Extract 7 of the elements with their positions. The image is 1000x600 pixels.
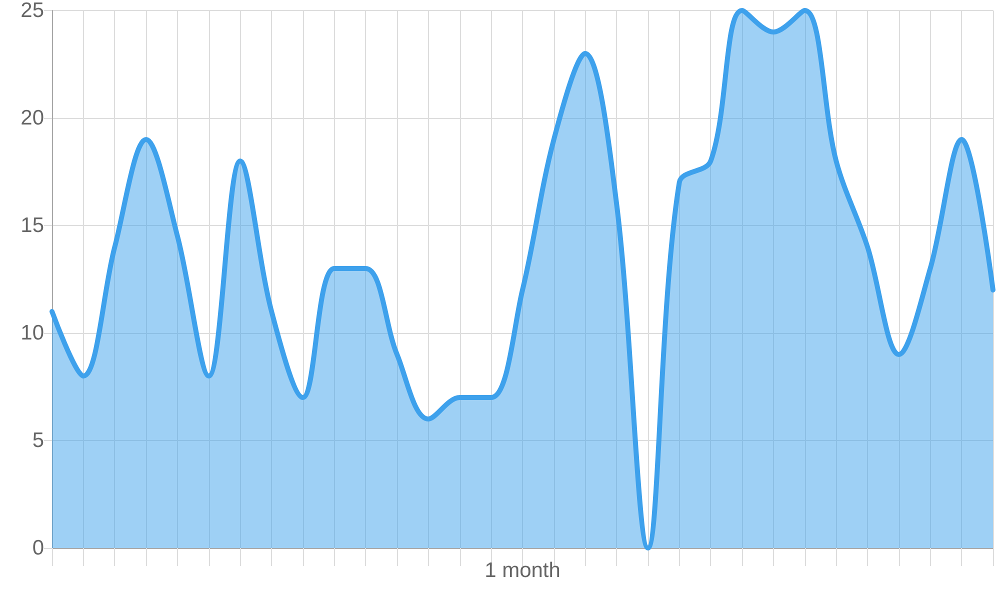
y-tick-label: 0 bbox=[32, 536, 44, 560]
y-tick-label: 25 bbox=[20, 0, 44, 22]
x-tick-label: 1 month bbox=[484, 559, 560, 582]
y-tick-label: 5 bbox=[32, 429, 44, 452]
y-tick-label: 20 bbox=[20, 106, 44, 130]
y-tick-label: 15 bbox=[20, 214, 44, 237]
y-tick-label: 10 bbox=[20, 322, 44, 344]
